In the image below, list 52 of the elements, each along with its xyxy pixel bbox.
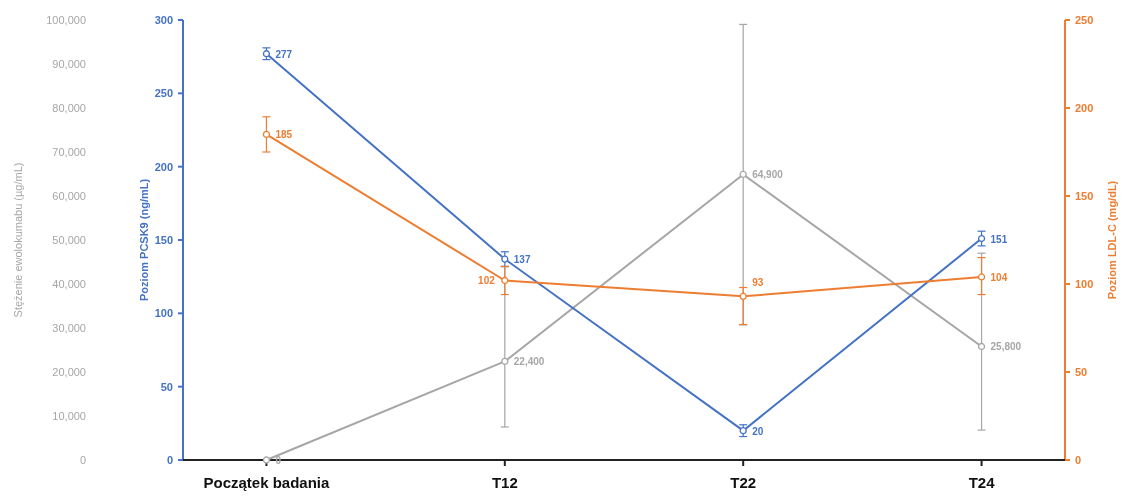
y3-axis-title: Stężenie ewolokumabu (µg/mL): [12, 162, 24, 318]
point: [501, 255, 509, 263]
data-label: 151: [990, 233, 1008, 245]
y2-tick-label: 50: [1075, 366, 1088, 378]
data-label: 20: [752, 425, 764, 437]
data-label: 185: [275, 129, 293, 141]
data-label: 104: [990, 271, 1008, 283]
point: [977, 234, 986, 243]
y3-tick-label: 40,000: [52, 278, 86, 290]
x-tick-label: T22: [730, 474, 757, 491]
y2-tick-label: 150: [1075, 190, 1094, 202]
y2-axis-title: Poziom LDL-C (mg/dL): [1106, 180, 1118, 300]
y2-tick-label: 250: [1075, 14, 1094, 26]
point: [739, 170, 747, 179]
y2-tick-label: 100: [1075, 278, 1094, 290]
data-label: 93: [752, 277, 764, 289]
y3-tick-label: 20,000: [52, 366, 86, 378]
y3-tick-label: 90,000: [52, 58, 86, 70]
point: [501, 357, 509, 366]
y-tick-label: 100: [154, 307, 173, 320]
data-label: 64,900: [752, 169, 784, 181]
y-tick-label: 0: [166, 454, 173, 466]
x-tick-label: Początek badania: [203, 474, 331, 491]
y3-tick-label: 30,000: [52, 322, 86, 334]
y3-tick-label: 70,000: [52, 146, 86, 158]
point: [739, 292, 747, 300]
point: [977, 273, 986, 281]
data-label: 22,400: [513, 356, 545, 368]
y3-tick-label: 0: [79, 454, 86, 466]
data-label: 102: [478, 275, 496, 287]
x-tick-label: T12: [491, 474, 518, 491]
point: [262, 130, 271, 139]
point: [501, 276, 509, 285]
x-tick-label: T24: [968, 474, 996, 491]
y3-tick-label: 50,000: [52, 234, 86, 246]
y2-tick-label: 200: [1075, 102, 1094, 114]
data-label: 137: [513, 254, 531, 266]
y-axis-title: Poziom PCSK9 (ng/mL): [138, 178, 150, 302]
data-label: 0: [275, 455, 282, 466]
data-label: 25,800: [990, 341, 1022, 353]
y3-tick-label: 60,000: [52, 190, 86, 202]
y-tick-label: 250: [154, 87, 173, 100]
point: [977, 342, 986, 351]
y-tick-label: 200: [154, 160, 173, 173]
data-label: 277: [275, 48, 293, 60]
y-tick-label: 150: [154, 234, 173, 246]
y3-tick-label: 80,000: [52, 102, 86, 114]
y3-tick-label: 10,000: [52, 410, 86, 422]
y3-tick-label: 100,000: [46, 14, 86, 26]
y-tick-label: 50: [160, 380, 173, 393]
y-tick-label: 300: [154, 14, 173, 26]
y2-tick-label: 0: [1075, 454, 1082, 466]
